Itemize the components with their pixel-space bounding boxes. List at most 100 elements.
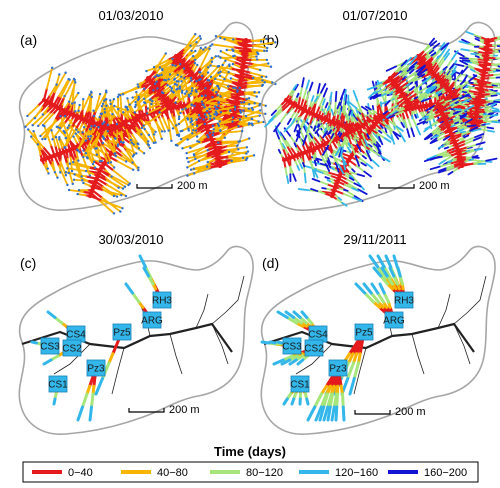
path-endpoint xyxy=(124,194,128,198)
flow-streak xyxy=(305,124,311,137)
path-endpoint xyxy=(206,160,209,164)
flow-streak xyxy=(417,68,428,77)
flow-streak xyxy=(365,105,372,111)
path-endpoint xyxy=(245,152,248,155)
flow-streak xyxy=(313,169,319,179)
flow-streak xyxy=(281,142,286,149)
flow-streak xyxy=(299,163,304,170)
flow-streak xyxy=(248,66,262,71)
legend-item: 120−160 xyxy=(299,467,378,479)
flow-streak xyxy=(438,58,446,68)
path-endpoint xyxy=(225,48,229,52)
path-endpoint xyxy=(134,100,137,104)
path-endpoint xyxy=(217,71,220,74)
flow-streak xyxy=(326,160,332,169)
path-endpoint xyxy=(153,82,157,86)
flow-streak xyxy=(63,126,74,149)
path-endpoint xyxy=(90,95,93,99)
flow-streak xyxy=(292,173,297,182)
path-endpoint xyxy=(88,128,92,131)
legend-item: 160−200 xyxy=(388,467,467,479)
flow-streak xyxy=(427,112,436,118)
flow-streak xyxy=(356,99,363,114)
path-endpoint xyxy=(67,77,70,81)
path-endpoint xyxy=(55,83,58,86)
main-stream xyxy=(436,102,464,168)
path-endpoint xyxy=(193,104,196,107)
path-endpoint xyxy=(137,97,141,100)
flow-streak xyxy=(423,44,432,52)
path-endpoint xyxy=(175,133,179,137)
path-endpoint xyxy=(186,117,189,120)
flow-streak xyxy=(433,155,443,160)
flow-streak xyxy=(376,81,383,85)
flow-streak xyxy=(388,120,398,128)
flow-streak xyxy=(273,122,281,133)
path-endpoint xyxy=(219,50,222,53)
flow-line xyxy=(372,266,383,278)
path-endpoint xyxy=(197,159,201,163)
well-label: CS2 xyxy=(62,344,82,355)
flow-streak xyxy=(313,125,317,132)
path-endpoint xyxy=(74,132,77,135)
flow-line xyxy=(396,266,402,278)
panel-c-date: 30/03/2010 xyxy=(98,232,163,247)
path-endpoint xyxy=(195,90,198,93)
path-endpoint xyxy=(187,160,190,164)
flow-line xyxy=(313,392,323,409)
flow-streak xyxy=(480,125,489,129)
path-endpoint xyxy=(194,49,197,53)
flow-streak xyxy=(488,89,498,95)
flow-streak xyxy=(232,38,243,43)
flow-streak xyxy=(438,167,447,172)
flow-streak xyxy=(425,86,435,94)
flow-streak xyxy=(420,97,432,103)
flow-streak xyxy=(186,112,197,120)
flow-streak xyxy=(183,41,198,53)
flow-streak xyxy=(381,100,390,105)
path-endpoint xyxy=(151,100,154,103)
path-endpoint xyxy=(76,149,80,152)
panel-c: RH3 ARG Pz5 CS4 CS3 CS2 Pz3 CS1 200 m xyxy=(18,245,254,435)
flow-streak xyxy=(311,177,321,183)
path-endpoint xyxy=(258,114,261,117)
flow-streak xyxy=(403,118,409,131)
flow-streak xyxy=(252,44,269,49)
path-endpoint xyxy=(47,172,50,175)
path-endpoint xyxy=(218,120,221,123)
flow-streak xyxy=(174,131,197,146)
flow-streak xyxy=(466,149,477,154)
flow-streak xyxy=(321,172,332,177)
flow-streak xyxy=(305,89,311,101)
path-endpoint xyxy=(196,140,199,143)
flow-streak xyxy=(334,90,338,102)
path-endpoint xyxy=(261,79,264,82)
flow-streak xyxy=(494,38,500,42)
main-stream xyxy=(40,122,126,162)
flow-streak xyxy=(322,106,327,114)
flow-streak xyxy=(394,64,403,73)
path-endpoint xyxy=(41,137,44,141)
path-endpoint xyxy=(240,101,243,104)
flow-streak xyxy=(425,47,435,55)
flow-streak xyxy=(492,48,500,52)
flow-line xyxy=(328,392,334,409)
flow-streak xyxy=(192,163,212,170)
path-endpoint xyxy=(195,118,198,121)
path-endpoint xyxy=(72,178,76,181)
flow-streak xyxy=(491,63,500,68)
path-endpoint xyxy=(132,143,135,146)
flow-streak xyxy=(68,189,85,193)
flow-streak xyxy=(352,89,359,102)
path-endpoint xyxy=(158,66,162,69)
path-endpoint xyxy=(101,141,105,145)
path-endpoint xyxy=(161,68,164,71)
flow-streak xyxy=(443,146,449,150)
flow-streak xyxy=(339,111,344,126)
path-endpoint xyxy=(213,113,216,116)
path-endpoint xyxy=(176,87,179,90)
flow-streak xyxy=(493,73,500,76)
path-endpoint xyxy=(177,134,181,138)
path-endpoint xyxy=(214,110,218,113)
flow-streak xyxy=(395,106,404,113)
